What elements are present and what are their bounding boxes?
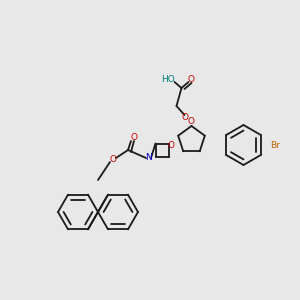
Text: O: O	[168, 140, 175, 149]
Text: N: N	[145, 154, 152, 163]
Text: O: O	[130, 133, 137, 142]
Text: O: O	[188, 116, 195, 125]
Text: O: O	[110, 155, 116, 164]
Text: O: O	[188, 76, 195, 85]
Text: O: O	[181, 113, 188, 122]
Text: Br: Br	[271, 140, 281, 149]
Text: HO: HO	[160, 76, 174, 85]
